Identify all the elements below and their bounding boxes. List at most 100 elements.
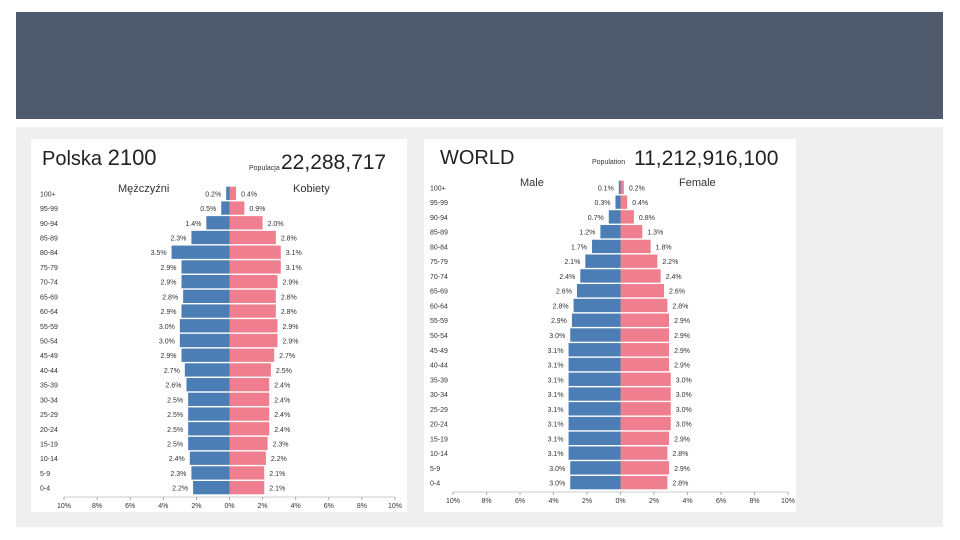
population-label: Population <box>592 159 626 166</box>
male-bar <box>568 416 621 431</box>
female-data-label: 2.8% <box>281 236 297 243</box>
male-bar <box>568 431 621 446</box>
male-bar <box>181 274 230 289</box>
female-data-label: 1.8% <box>656 244 672 251</box>
female-data-label: 2.2% <box>662 259 678 266</box>
female-bar <box>229 348 275 362</box>
female-data-label: 2.4% <box>666 274 682 281</box>
female-bar <box>229 289 276 304</box>
female-bar <box>620 416 671 431</box>
male-data-label: 2.6% <box>556 289 572 296</box>
female-bar <box>620 475 668 490</box>
male-data-label: 2.8% <box>162 294 178 301</box>
male-data-label: 1.4% <box>185 221 201 228</box>
female-data-label: 2.6% <box>669 289 685 296</box>
x-tick-label: 4% <box>291 503 301 510</box>
age-group-label: 70-74 <box>430 274 448 281</box>
male-bar <box>181 348 230 362</box>
female-data-label: 2.9% <box>674 333 690 340</box>
age-group-label: 75-79 <box>430 259 448 266</box>
male-bar <box>592 239 621 254</box>
male-data-label: 0.7% <box>588 215 604 222</box>
female-bar <box>620 239 651 254</box>
chart-title-country: Polska <box>42 148 103 170</box>
population-value: 11,212,916,100 <box>634 147 779 170</box>
age-group-label: 10-14 <box>430 451 448 458</box>
male-bar <box>585 254 621 268</box>
female-data-label: 2.3% <box>273 442 289 449</box>
world-pyramid-chart: 0.1% 0.2% 100+ 0.3% 0.4% 95-99 0.7% 0.8% 90-94 1.… <box>430 180 795 505</box>
female-data-label: 3.1% <box>286 265 302 272</box>
male-bar <box>570 328 621 342</box>
female-data-label: 2.9% <box>674 348 690 355</box>
female-legend: Kobiety <box>293 183 330 195</box>
x-tick-label: 6% <box>324 503 334 510</box>
male-legend: Male <box>520 177 544 189</box>
female-bar <box>620 224 643 239</box>
male-bar <box>189 451 230 465</box>
male-data-label: 2.5% <box>167 412 183 419</box>
female-bar <box>620 298 668 313</box>
age-group-label: 100+ <box>430 185 446 192</box>
female-bar <box>620 387 671 401</box>
male-data-label: 2.4% <box>169 456 185 463</box>
x-tick-label: 6% <box>125 503 135 510</box>
x-tick-label: 8% <box>357 503 367 510</box>
female-bar <box>229 363 271 377</box>
age-group-label: 20-24 <box>430 422 448 429</box>
female-bar <box>620 343 670 357</box>
female-data-label: 2.4% <box>274 427 290 434</box>
female-bar <box>229 216 263 230</box>
age-group-label: 90-94 <box>430 215 448 222</box>
x-tick-label: 8% <box>749 498 759 505</box>
age-group-label: 90-94 <box>40 221 58 228</box>
female-bar <box>620 357 670 372</box>
male-bar <box>181 260 230 274</box>
male-bar <box>179 333 230 348</box>
female-bar <box>229 451 266 465</box>
male-bar <box>221 201 230 215</box>
female-data-label: 2.9% <box>674 466 690 473</box>
male-bar <box>191 466 230 480</box>
female-data-label: 2.4% <box>274 383 290 390</box>
male-bar <box>573 298 621 313</box>
male-data-label: 0.5% <box>200 206 216 213</box>
male-data-label: 3.1% <box>548 363 564 370</box>
age-group-label: 65-69 <box>430 289 448 296</box>
x-tick-label: 0% <box>224 503 234 510</box>
male-bar <box>184 363 230 377</box>
female-data-label: 3.0% <box>676 422 692 429</box>
male-data-label: 3.1% <box>548 436 564 443</box>
female-data-label: 2.4% <box>274 412 290 419</box>
male-data-label: 3.1% <box>548 422 564 429</box>
age-group-label: 85-89 <box>430 230 448 237</box>
age-group-label: 30-34 <box>40 397 58 404</box>
male-bar <box>568 402 621 416</box>
age-group-label: 20-24 <box>40 427 58 434</box>
age-group-label: 40-44 <box>40 368 58 375</box>
x-tick-label: 4% <box>682 498 692 505</box>
male-data-label: 2.9% <box>161 309 177 316</box>
female-bar <box>229 422 270 436</box>
female-bar <box>620 328 670 342</box>
male-bar <box>580 269 621 283</box>
male-bar <box>568 446 621 460</box>
x-tick-label: 8% <box>92 503 102 510</box>
age-group-label: 5-9 <box>40 471 50 478</box>
age-group-label: 0-4 <box>40 486 50 493</box>
male-bar <box>191 230 230 245</box>
male-data-label: 2.6% <box>166 383 182 390</box>
male-bar <box>570 461 621 475</box>
world-pyramid-panel: WORLD Population 11,212,916,100 Male Fem… <box>424 139 796 512</box>
x-tick-label: 2% <box>582 498 592 505</box>
age-group-label: 25-29 <box>430 407 448 414</box>
chart-title: WORLD <box>440 147 514 170</box>
x-tick-label: 6% <box>716 498 726 505</box>
male-data-label: 2.8% <box>553 303 569 310</box>
age-group-label: 50-54 <box>40 339 58 346</box>
male-data-label: 1.2% <box>579 230 595 237</box>
age-group-label: 85-89 <box>40 236 58 243</box>
female-bar <box>620 195 628 209</box>
male-bar <box>188 407 230 421</box>
age-group-label: 25-29 <box>40 412 58 419</box>
